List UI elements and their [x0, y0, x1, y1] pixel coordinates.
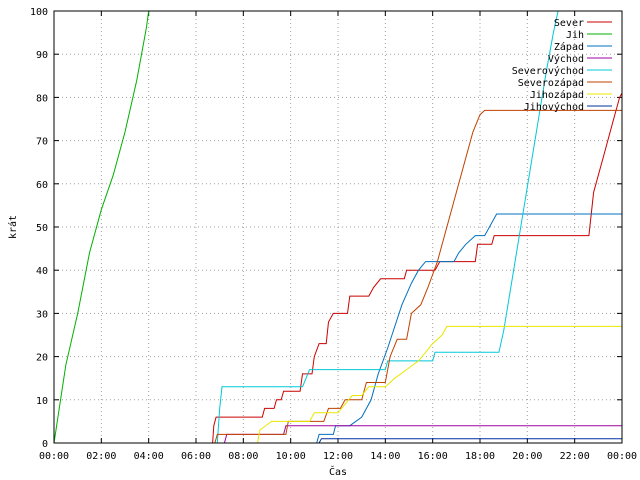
x-tick-label: 16:00 — [418, 451, 448, 462]
y-tick-label: 20 — [36, 353, 48, 364]
legend-label: Sever — [554, 18, 584, 29]
x-tick-label: 22:00 — [560, 451, 590, 462]
legend-label: Východ — [548, 53, 584, 65]
y-axis-label: krát — [7, 215, 19, 239]
legend-label: Jihovýchod — [524, 101, 584, 113]
x-tick-label: 00:00 — [39, 451, 69, 462]
legend-label: Jihozápad — [530, 89, 584, 101]
legend: SeverJihZápadVýchodSeverovýchodSeverozáp… — [512, 18, 612, 113]
y-tick-label: 100 — [30, 7, 48, 18]
legend-label: Jih — [566, 30, 584, 41]
x-tick-label: 08:00 — [228, 451, 258, 462]
x-tick-label: 00:00 — [607, 451, 637, 462]
y-tick-label: 80 — [36, 93, 48, 104]
plot-frame — [53, 10, 623, 444]
y-tick-label: 50 — [36, 223, 48, 234]
x-tick-label: 14:00 — [370, 451, 400, 462]
x-tick-label: 10:00 — [276, 451, 306, 462]
x-tick-label: 18:00 — [465, 451, 495, 462]
grid — [54, 11, 622, 443]
y-tick-label: 0 — [42, 439, 48, 450]
y-tick-label: 10 — [36, 396, 48, 407]
series-line-Jihozápad — [54, 325, 622, 444]
legend-label: Severozápad — [518, 77, 584, 89]
x-tick-label: 04:00 — [134, 451, 164, 462]
axis-ticks: 00:00 02:00 04:00 06:00 08:00 10:00 12:00 14:00… — [30, 7, 637, 462]
x-tick-label: 06:00 — [181, 451, 211, 462]
y-tick-label: 90 — [36, 50, 48, 61]
y-tick-label: 30 — [36, 309, 48, 320]
x-tick-label: 02:00 — [86, 451, 116, 462]
series-line-Severovýchod — [54, 10, 559, 444]
series-line-Sever — [54, 92, 623, 444]
series-line-Severozápad — [54, 109, 622, 444]
y-tick-label: 40 — [36, 266, 48, 277]
y-tick-label: 70 — [36, 137, 48, 148]
x-axis-label: Čas — [329, 465, 347, 478]
series-line-Západ — [54, 213, 622, 444]
x-tick-label: 12:00 — [323, 451, 353, 462]
y-tick-label: 60 — [36, 180, 48, 191]
x-tick-label: 20:00 — [512, 451, 542, 462]
series-line-Jih — [53, 10, 150, 444]
legend-label: Severovýchod — [512, 65, 584, 77]
legend-label: Západ — [554, 41, 584, 53]
